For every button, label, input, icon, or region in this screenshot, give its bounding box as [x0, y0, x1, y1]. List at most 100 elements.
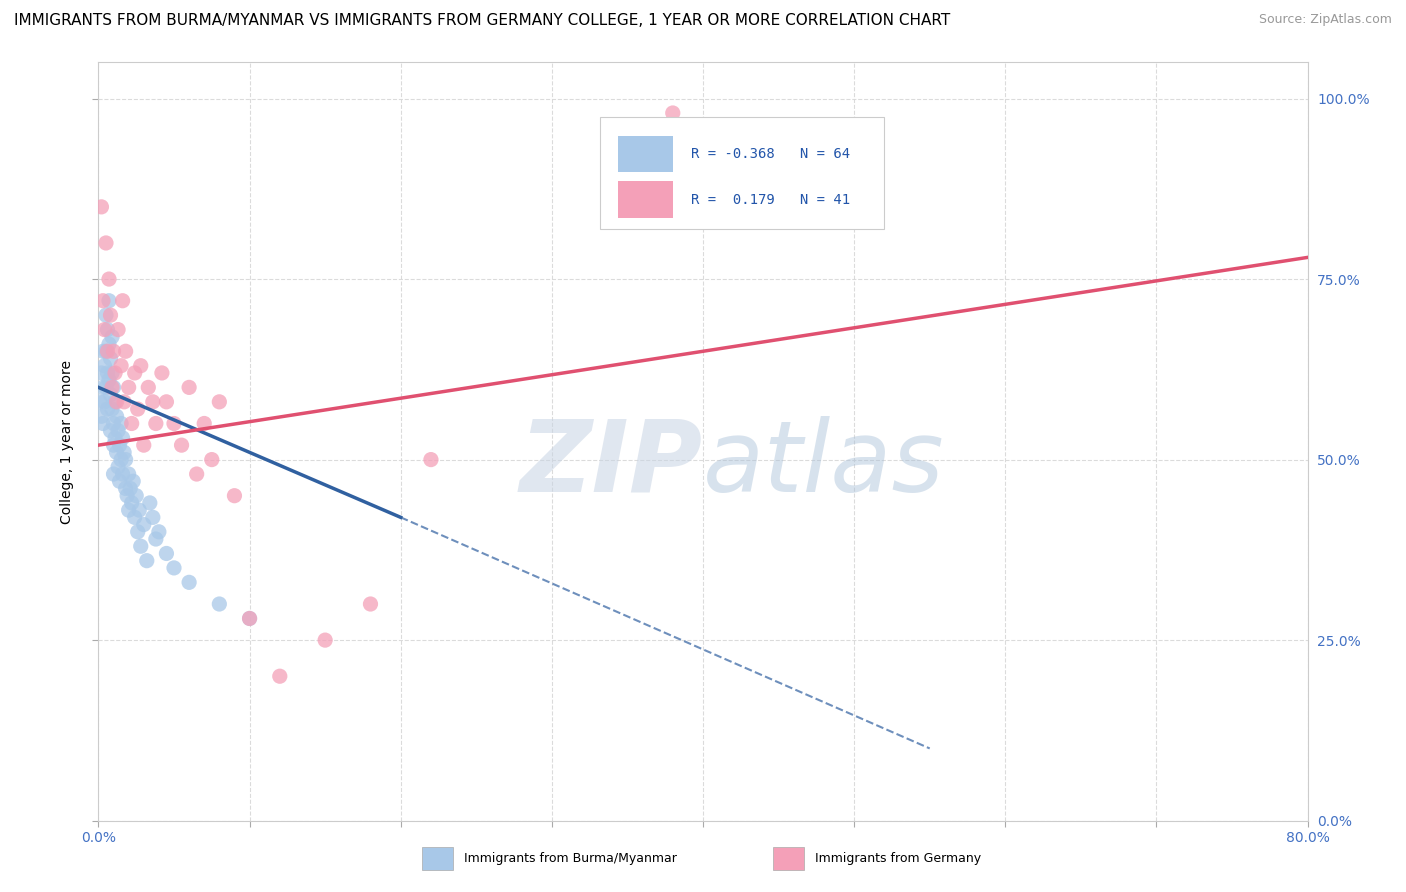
Point: [129, 359, 152, 373]
Point: [179, 380, 201, 394]
Point: [101, 366, 124, 380]
Point: [103, 417, 125, 431]
Text: ZIP: ZIP: [520, 416, 703, 513]
Point: [111, 467, 134, 481]
Point: [91, 293, 114, 308]
Point: [94, 235, 117, 250]
Point: [186, 467, 208, 481]
Text: atlas: atlas: [703, 416, 945, 513]
Point: [360, 597, 382, 611]
Point: [93, 394, 115, 409]
Point: [91, 380, 114, 394]
Point: [135, 554, 157, 568]
Point: [112, 445, 135, 459]
Point: [125, 489, 148, 503]
Point: [114, 452, 136, 467]
Text: Source: ZipAtlas.com: Source: ZipAtlas.com: [1258, 13, 1392, 27]
Point: [104, 366, 127, 380]
Text: R = -0.368   N = 64: R = -0.368 N = 64: [690, 147, 851, 161]
Point: [94, 380, 117, 394]
Point: [179, 575, 201, 590]
Point: [170, 438, 193, 452]
Point: [91, 344, 114, 359]
Point: [208, 597, 231, 611]
Point: [129, 539, 152, 553]
Point: [224, 489, 246, 503]
Point: [142, 510, 165, 524]
Point: [110, 417, 132, 431]
Bar: [619, 136, 672, 172]
Point: [107, 424, 129, 438]
Bar: [619, 181, 672, 218]
Point: [96, 323, 118, 337]
Point: [201, 452, 224, 467]
Point: [110, 359, 132, 373]
Point: [101, 330, 124, 344]
Point: [105, 445, 128, 459]
Point: [100, 308, 122, 322]
Point: [103, 344, 125, 359]
Point: [118, 380, 141, 394]
Point: [145, 417, 167, 431]
Point: [90, 366, 112, 380]
Point: [93, 359, 115, 373]
Point: [150, 366, 173, 380]
Point: [108, 475, 131, 489]
Point: [239, 611, 262, 625]
Point: [122, 475, 145, 489]
Point: [118, 467, 141, 481]
Text: R =  0.179   N = 41: R = 0.179 N = 41: [690, 193, 851, 207]
Text: Immigrants from Burma/Myanmar: Immigrants from Burma/Myanmar: [464, 852, 676, 865]
Point: [193, 417, 215, 431]
Point: [103, 438, 125, 452]
Point: [98, 293, 121, 308]
Point: [101, 380, 124, 394]
Point: [111, 293, 134, 308]
Point: [98, 373, 121, 387]
Point: [136, 380, 159, 394]
Point: [110, 452, 132, 467]
Point: [100, 351, 122, 366]
Point: [127, 524, 149, 539]
Point: [127, 402, 149, 417]
Point: [163, 561, 186, 575]
Point: [107, 323, 129, 337]
Point: [96, 402, 118, 417]
Point: [112, 394, 135, 409]
Point: [420, 452, 443, 467]
Point: [115, 489, 138, 503]
Point: [132, 438, 155, 452]
Point: [105, 394, 128, 409]
Point: [98, 337, 121, 351]
Point: [103, 380, 125, 394]
Point: [108, 438, 131, 452]
Point: [128, 503, 150, 517]
Point: [104, 431, 127, 445]
Point: [111, 431, 134, 445]
Point: [98, 272, 121, 286]
Point: [96, 366, 118, 380]
Point: [139, 496, 162, 510]
Point: [104, 394, 127, 409]
Point: [90, 409, 112, 424]
Point: [155, 546, 177, 560]
FancyBboxPatch shape: [600, 117, 884, 229]
Point: [101, 402, 124, 417]
Point: [96, 344, 118, 359]
Point: [120, 482, 142, 496]
Point: [124, 510, 146, 524]
Point: [314, 633, 336, 648]
Point: [121, 496, 143, 510]
Point: [121, 417, 143, 431]
Point: [208, 394, 231, 409]
Point: [93, 323, 115, 337]
Point: [94, 308, 117, 322]
Point: [661, 106, 683, 120]
Point: [114, 482, 136, 496]
Point: [94, 344, 117, 359]
Y-axis label: College, 1 year or more: College, 1 year or more: [60, 359, 75, 524]
Point: [91, 417, 114, 431]
Point: [145, 532, 167, 546]
Point: [114, 344, 136, 359]
Point: [148, 524, 170, 539]
